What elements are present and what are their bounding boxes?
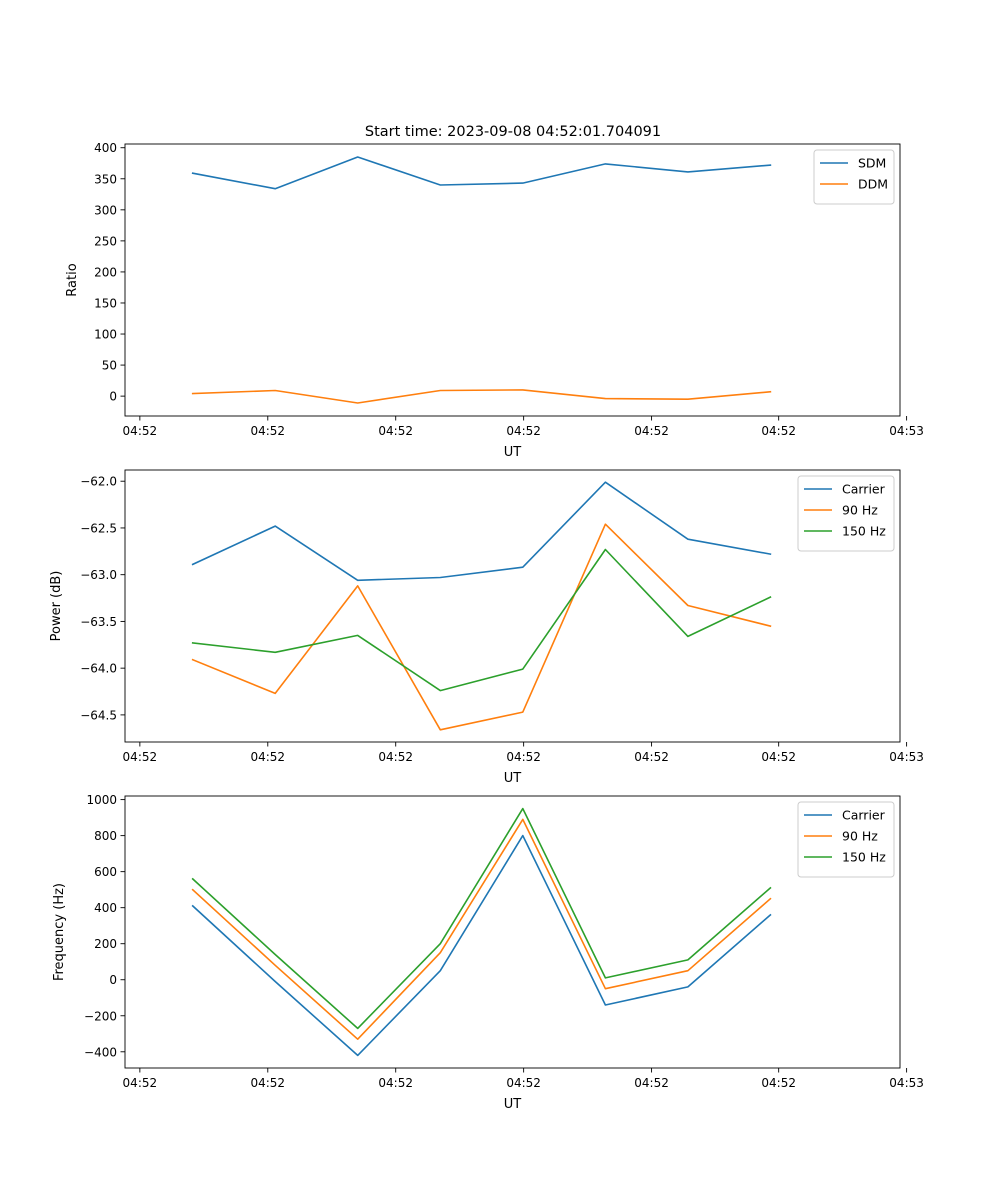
x-tick-label: 04:52 — [761, 424, 796, 438]
y-tick-label: 100 — [94, 328, 117, 342]
x-tick-label: 04:52 — [634, 1076, 669, 1090]
y-tick-label: 0 — [109, 973, 117, 987]
legend-entry: 90 Hz — [842, 503, 878, 518]
y-tick-label: 250 — [94, 234, 117, 248]
x-tick-label: 04:52 — [123, 750, 158, 764]
y-tick-label: 400 — [94, 141, 117, 155]
y-tick-label: −400 — [84, 1045, 117, 1059]
series-line-150-hz — [191, 548, 772, 692]
y-tick-label: 50 — [102, 359, 117, 373]
y-tick-label: 400 — [94, 901, 117, 915]
y-tick-label: 1000 — [86, 793, 117, 807]
x-tick-label: 04:52 — [634, 424, 669, 438]
legend: Carrier 90 Hz 150 Hz — [797, 475, 895, 552]
axes-frame — [124, 795, 901, 1069]
x-axis-label: UT — [504, 1097, 522, 1112]
x-tick-label: 04:52 — [378, 424, 413, 438]
y-axis-label: Power (dB) — [49, 571, 64, 642]
plot-area — [125, 796, 900, 1068]
legend-entry: DDM — [858, 177, 888, 192]
x-tick-label: 04:52 — [761, 1076, 796, 1090]
y-tick-label: 600 — [94, 865, 117, 879]
y-tick-label: −63.5 — [80, 615, 117, 629]
x-tick-label: 04:53 — [889, 424, 924, 438]
y-tick-label: 0 — [109, 390, 117, 404]
x-tick-label: 04:52 — [378, 1076, 413, 1090]
y-tick-label: 150 — [94, 296, 117, 310]
plot-area — [125, 144, 900, 416]
y-tick-label: −64.0 — [80, 662, 117, 676]
chart-panel-1: 04:52 04:52 04:52 04:52 04:52 04:52 04:53 UT 0 50… — [65, 141, 924, 460]
x-tick-label: 04:52 — [123, 1076, 158, 1090]
axes-frame — [124, 469, 901, 743]
y-tick-label: 200 — [94, 265, 117, 279]
legend-entry: 150 Hz — [842, 850, 886, 865]
x-tick-label: 04:52 — [506, 750, 541, 764]
legend-entry: Carrier — [842, 808, 886, 823]
legend-entry: 90 Hz — [842, 829, 878, 844]
x-tick-label: 04:52 — [634, 750, 669, 764]
legend-entry: SDM — [858, 156, 886, 171]
y-axis-label: Ratio — [65, 263, 80, 296]
y-tick-label: −62.0 — [80, 475, 117, 489]
chart-panel-3: 04:52 04:52 04:52 04:52 04:52 04:52 04:53 UT −40… — [52, 793, 924, 1112]
legend-entry: Carrier — [842, 482, 886, 497]
x-tick-label: 04:53 — [889, 1076, 924, 1090]
legend: SDM DDM — [813, 149, 895, 205]
plot-area — [125, 470, 900, 742]
legend: Carrier 90 Hz 150 Hz — [797, 801, 895, 878]
series-line-carrier — [191, 834, 772, 1057]
x-tick-label: 04:53 — [889, 750, 924, 764]
axes-frame — [124, 143, 901, 417]
x-tick-label: 04:52 — [123, 424, 158, 438]
series-line-ddm — [191, 389, 772, 404]
x-tick-label: 04:52 — [761, 750, 796, 764]
x-axis-label: UT — [504, 445, 522, 460]
chart-panels: 04:52 04:52 04:52 04:52 04:52 04:52 04:53 UT 0 50… — [49, 141, 924, 1112]
x-tick-label: 04:52 — [506, 1076, 541, 1090]
chart-panel-2: 04:52 04:52 04:52 04:52 04:52 04:52 04:53 UT −64… — [49, 469, 924, 786]
x-tick-label: 04:52 — [250, 424, 285, 438]
figure-title: Start time: 2023-09-08 04:52:01.704091 — [365, 124, 661, 140]
y-tick-label: 800 — [94, 829, 117, 843]
legend-box — [797, 475, 895, 552]
series-line-carrier — [191, 481, 772, 582]
y-tick-label: −200 — [84, 1009, 117, 1023]
y-tick-label: 350 — [94, 172, 117, 186]
series-line-sdm — [191, 156, 772, 190]
series-line-150-hz — [191, 807, 772, 1030]
legend-box — [797, 801, 895, 878]
legend-entry: 150 Hz — [842, 524, 886, 539]
x-tick-label: 04:52 — [250, 1076, 285, 1090]
x-tick-label: 04:52 — [506, 424, 541, 438]
x-tick-label: 04:52 — [250, 750, 285, 764]
x-axis-label: UT — [504, 771, 522, 786]
y-tick-label: −62.5 — [80, 521, 117, 535]
y-tick-label: −64.5 — [80, 708, 117, 722]
y-axis-label: Frequency (Hz) — [52, 883, 67, 981]
series-line-90-hz — [191, 523, 772, 731]
y-tick-label: 200 — [94, 937, 117, 951]
series-line-90-hz — [191, 818, 772, 1040]
y-tick-label: −63.0 — [80, 568, 117, 582]
x-tick-label: 04:52 — [378, 750, 413, 764]
y-tick-label: 300 — [94, 203, 117, 217]
